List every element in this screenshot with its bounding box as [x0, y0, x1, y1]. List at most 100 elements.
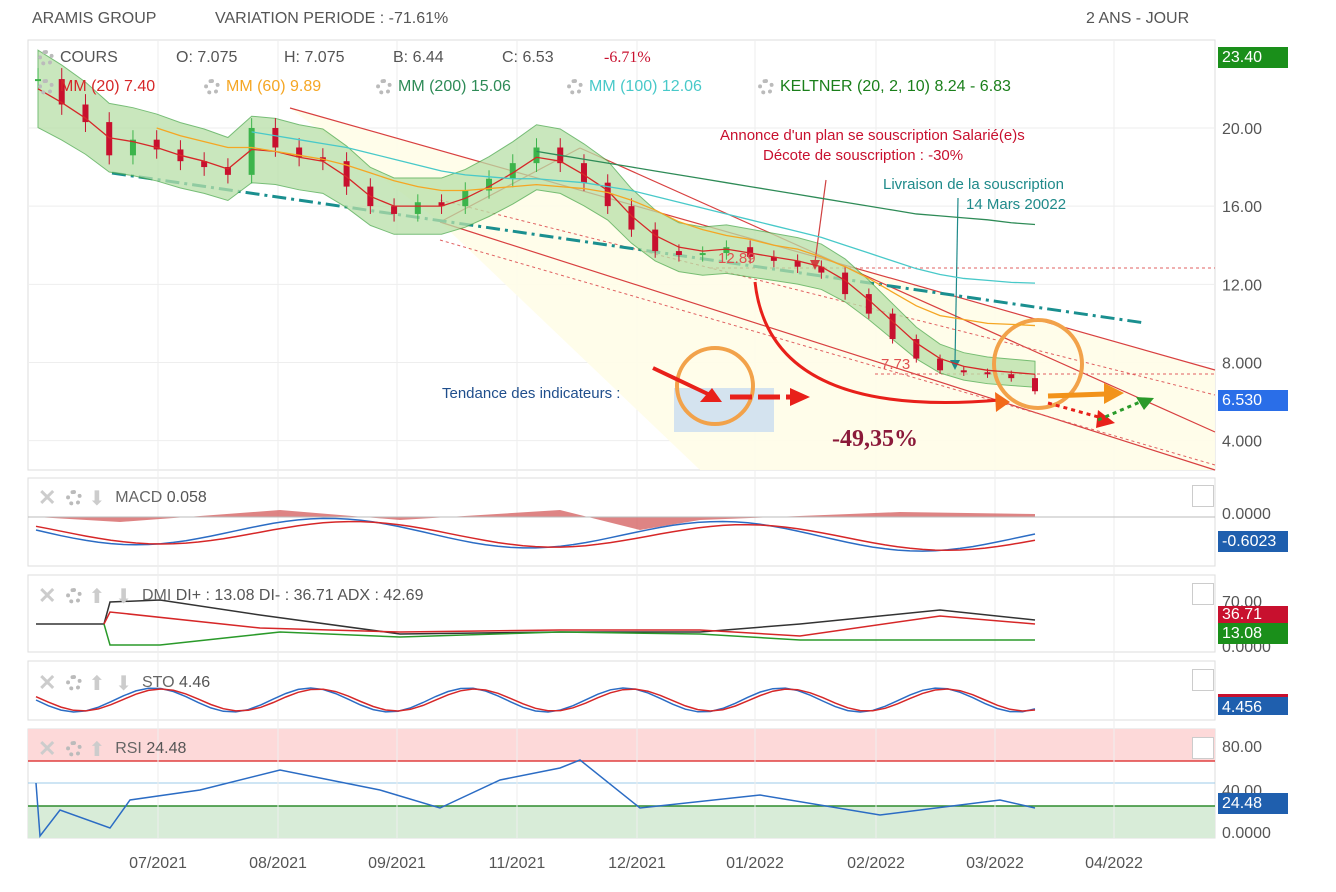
candle-body — [509, 163, 516, 179]
mm100-value: 12.06 — [661, 78, 702, 95]
current-circle — [992, 318, 1084, 410]
red-dotted-head — [1096, 410, 1115, 428]
mm20-label: MM (20) — [60, 78, 120, 95]
indicator-axis-label: 80.00 — [1222, 739, 1262, 756]
gear-icon[interactable] — [567, 78, 583, 95]
trend-arrow-1 — [652, 366, 711, 397]
panel-frame — [27, 574, 1216, 653]
trend-drawings — [37, 49, 1216, 471]
close-icon[interactable]: ✕ — [38, 736, 57, 761]
close-icon[interactable]: ✕ — [38, 670, 57, 695]
macd-histogram — [36, 510, 1035, 530]
green-dotted-head — [1136, 397, 1154, 410]
dmi-diminus: DI- : 36.71 — [258, 587, 334, 605]
x-tick-label: 04/2022 — [1085, 855, 1143, 872]
candle-body — [201, 161, 208, 168]
macd-value: 0.058 — [166, 489, 207, 507]
sto-tag: 4.456 — [1218, 694, 1288, 716]
candle-body — [224, 167, 231, 175]
legend-low: B: 6.44 — [393, 49, 444, 66]
legend-cours: COURS — [38, 49, 118, 67]
diplus-line — [103, 623, 1035, 646]
rsi-oversold-zone — [28, 806, 1215, 838]
candle-body — [652, 229, 659, 252]
x-tick-label: 11/2021 — [489, 855, 546, 872]
gear-icon[interactable] — [38, 49, 54, 66]
arrow-up-icon[interactable]: ⬆ — [88, 672, 106, 695]
rsi-checkbox[interactable] — [1192, 737, 1214, 759]
candle-body — [699, 253, 706, 256]
close-icon[interactable]: ✕ — [38, 485, 57, 510]
orange-arrow — [1047, 391, 1107, 399]
dmi-checkbox[interactable] — [1192, 583, 1214, 605]
gear-icon[interactable] — [66, 741, 83, 757]
drop-arc — [753, 281, 1001, 404]
y-tick-label: 12.00 — [1222, 277, 1262, 294]
ma-line — [536, 150, 1036, 226]
candle-body — [35, 79, 41, 82]
dmi-title: ✕ ⬆ ⬇ DMI DI+ : 13.08 DI- : 36.71 ADX : 42.… — [38, 583, 423, 609]
drop-percentage: -49,35% — [832, 426, 918, 452]
level-773: 7.73 — [881, 356, 911, 373]
macd-label: MACD — [115, 489, 163, 507]
adx-line — [36, 599, 1036, 635]
legend-mm100: MM (100) 12.06 — [567, 78, 702, 96]
arrow-down-icon[interactable]: ⬇ — [115, 585, 132, 608]
candle-body — [604, 182, 611, 207]
candle-body — [248, 127, 255, 175]
annotation-delivery-2: 14 Mars 20022 — [966, 196, 1067, 213]
mm60-value: 9.89 — [290, 78, 322, 95]
plan-arrow — [814, 179, 827, 263]
gear-icon[interactable] — [38, 78, 54, 95]
close-icon[interactable]: ✕ — [38, 583, 57, 608]
dmi-adx: ADX : 42.69 — [337, 587, 424, 605]
rsi-value: 24.48 — [146, 740, 187, 758]
x-tick-label: 12/2021 — [608, 855, 666, 872]
gear-icon[interactable] — [66, 588, 83, 604]
candle-body — [1032, 378, 1038, 392]
sto-checkbox[interactable] — [1192, 669, 1214, 691]
macd-checkbox[interactable] — [1192, 485, 1214, 507]
candle-body — [1008, 374, 1015, 379]
candle-body — [296, 147, 303, 158]
dmi-tag-plus: 13.08 — [1218, 623, 1288, 644]
candle-body — [937, 358, 944, 371]
arrow-up-icon[interactable]: ⬆ — [88, 738, 106, 761]
axis-labels: 07/2021 08/2021 09/2021 11/2021 12/2021 01/20… — [129, 121, 1271, 872]
sto-value: 4.46 — [179, 674, 211, 692]
period-variation: VARIATION PERIODE : -71.61% — [215, 10, 449, 27]
orange-arrowhead — [1104, 383, 1124, 404]
gear-icon[interactable] — [204, 78, 220, 95]
arrow-down-icon[interactable]: ⬇ — [88, 487, 106, 510]
level-1289: 12.89 — [718, 250, 756, 267]
ma-line — [37, 88, 1036, 375]
gear-icon[interactable] — [66, 675, 83, 691]
keltner-value: 8.24 - 6.83 — [934, 78, 1011, 95]
candle-body — [129, 139, 136, 156]
candle-body — [343, 161, 350, 187]
sto-title: ✕ ⬆ ⬇ STO 4.46 — [38, 670, 210, 696]
mm100-label: MM (100) — [589, 78, 658, 95]
gear-icon[interactable] — [758, 78, 774, 95]
symbol-title: ARAMIS GROUP — [32, 10, 157, 27]
candle-body — [153, 139, 160, 150]
legend-close: C: 6.53 — [502, 49, 554, 66]
y-tick-label: 8.000 — [1222, 356, 1262, 373]
gear-icon[interactable] — [66, 490, 83, 506]
dmi-label: DMI — [141, 587, 172, 605]
indicators — [28, 510, 1215, 839]
candle-body — [865, 294, 872, 314]
moving-averages — [37, 88, 1036, 375]
candle-body — [889, 313, 896, 340]
diminus-line — [103, 611, 1036, 637]
candle-body — [842, 272, 849, 295]
candle-body — [628, 206, 635, 230]
arrow-down-icon[interactable]: ⬇ — [115, 672, 132, 695]
candle-body — [818, 266, 825, 273]
mm60-label: MM (60) — [226, 78, 286, 95]
arrow-up-icon[interactable]: ⬆ — [88, 585, 106, 608]
gear-icon[interactable] — [376, 78, 392, 95]
period-selector[interactable]: 2 ANS - JOUR — [1086, 10, 1190, 27]
candle-body — [723, 247, 730, 254]
x-tick-label: 01/2022 — [726, 855, 784, 872]
